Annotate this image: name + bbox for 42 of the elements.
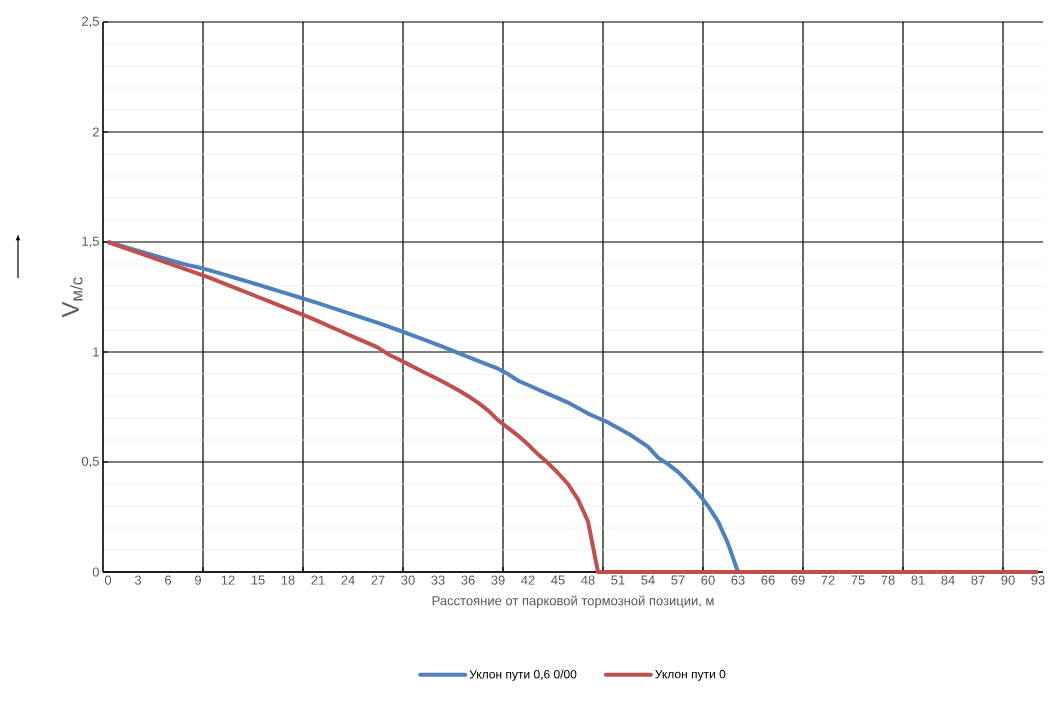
x-tick-label: 42 <box>521 575 535 585</box>
x-tick-label: 93 <box>1031 575 1045 585</box>
x-tick-label: 12 <box>221 575 235 585</box>
y-tick-label: 0,5 <box>81 456 99 468</box>
x-tick-label: 54 <box>641 575 655 585</box>
x-tick-label: 60 <box>701 575 715 585</box>
y-tick-label: 0 <box>92 567 99 577</box>
x-tick-label: 6 <box>165 575 172 585</box>
x-tick-label: 69 <box>791 575 805 585</box>
x-tick-label: 90 <box>1001 575 1015 585</box>
x-tick-label: 21 <box>311 575 325 585</box>
x-tick-label: 39 <box>491 575 505 585</box>
x-tick-label: 0 <box>104 575 112 585</box>
x-tick-label: 51 <box>611 575 625 585</box>
y-tick-label: 1,5 <box>82 236 99 248</box>
x-tick-label: 15 <box>251 575 265 585</box>
x-tick-label: 87 <box>971 575 985 585</box>
x-tick-label: 81 <box>911 575 925 585</box>
x-tick-label: 48 <box>581 575 595 585</box>
x-tick-label: 75 <box>851 575 865 585</box>
legend-label: Уклон пути 0 <box>655 669 726 681</box>
x-tick-label: 9 <box>195 575 201 585</box>
x-axis-title: Расстояние от парковой тормозной позиции, м <box>432 595 714 608</box>
y-tick-label: 1 <box>93 347 99 357</box>
x-tick-label: 72 <box>821 575 835 585</box>
x-tick-label: 33 <box>431 575 445 585</box>
x-tick-label: 84 <box>941 575 955 585</box>
x-tick-label: 57 <box>671 575 685 585</box>
y-tick-label: 2,5 <box>82 16 99 28</box>
y-axis-title: V$_{м/с}$ <box>62 277 83 318</box>
x-tick-label: 24 <box>341 575 355 585</box>
x-tick-label: 18 <box>281 575 295 585</box>
x-tick-label: 27 <box>371 575 385 585</box>
x-tick-label: 66 <box>761 575 775 585</box>
x-tick-label: 78 <box>881 575 895 585</box>
y-tick-label: 2 <box>92 127 99 137</box>
x-tick-label: 36 <box>461 575 475 585</box>
x-tick-label: 63 <box>731 575 745 585</box>
x-tick-label: 3 <box>134 575 142 585</box>
x-tick-label: 45 <box>551 575 565 585</box>
x-tick-label: 30 <box>401 575 415 585</box>
legend-label: Уклон пути 0,6 0/00 <box>469 669 577 681</box>
